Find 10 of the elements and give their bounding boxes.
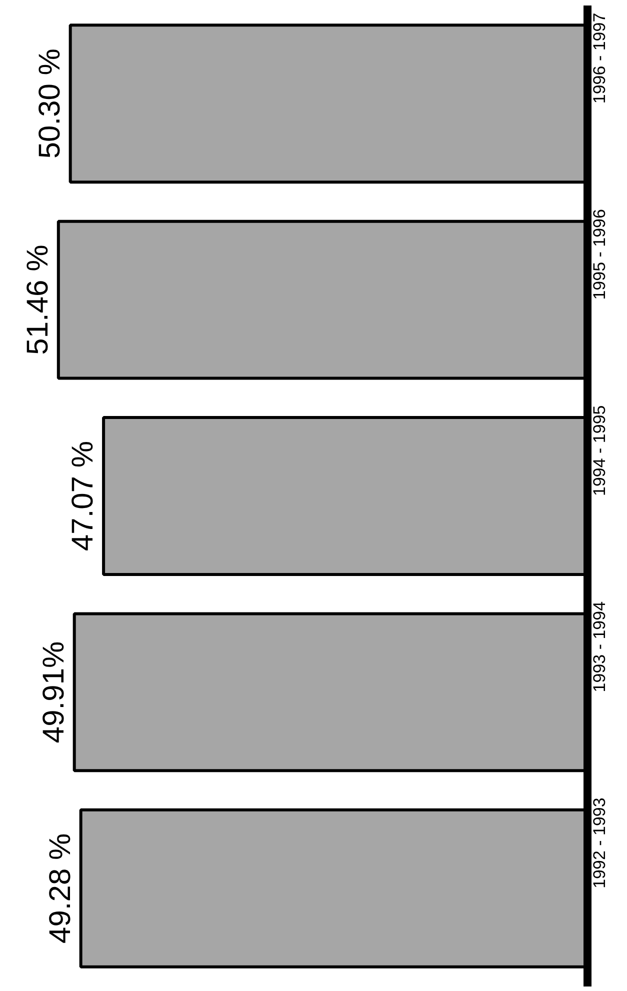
- y-tick-label: 1995 - 1996: [590, 209, 609, 300]
- data-label: 51.46 %: [21, 244, 54, 355]
- y-tick-label: 1993 - 1994: [590, 601, 609, 692]
- y-tick-label: 1994 - 1995: [590, 405, 609, 496]
- data-label: 50.30 %: [33, 48, 66, 159]
- data-label: 47.07 %: [66, 440, 100, 552]
- data-label: 49.28 %: [44, 833, 77, 944]
- y-tick-label: 1996 - 1997: [590, 12, 609, 104]
- y-tick-label: 1992 - 1993: [590, 798, 609, 888]
- data-label: 49.91%: [37, 641, 70, 744]
